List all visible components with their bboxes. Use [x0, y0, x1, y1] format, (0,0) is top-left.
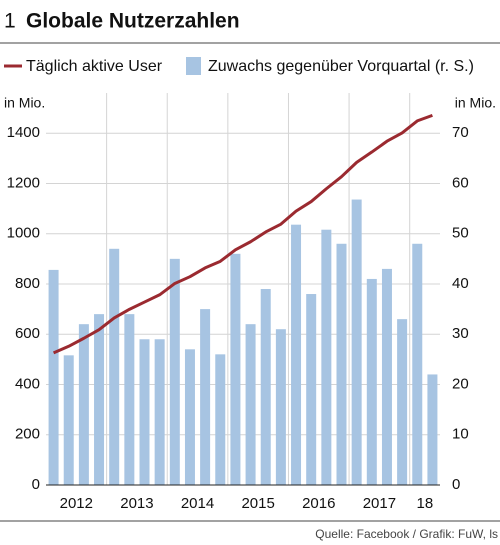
x-group-label: 2016	[302, 495, 335, 512]
y-tick-label: 200	[15, 426, 40, 443]
y2-tick-label: 30	[452, 325, 469, 342]
bar	[154, 339, 165, 485]
bar	[200, 309, 211, 485]
bar	[230, 253, 241, 485]
line	[52, 113, 433, 355]
bar	[94, 314, 105, 485]
bar	[124, 314, 135, 485]
x-group-label: 2012	[60, 495, 93, 512]
x-group-label: 2014	[181, 495, 214, 512]
bar	[291, 224, 302, 485]
legend-label: Täglich aktive User	[26, 58, 163, 75]
y-tick-label: 0	[32, 476, 40, 493]
bar	[169, 258, 180, 485]
y2-tick-label: 0	[452, 476, 460, 493]
y2-tick-label: 60	[452, 174, 469, 191]
y-tick-label: 600	[15, 325, 40, 342]
legend-label: Zuwachs gegenüber Vorquartal (r. S.)	[208, 58, 474, 75]
y-tick-label: 1200	[7, 174, 40, 191]
y-axis-label: in Mio.	[4, 95, 45, 111]
bar	[109, 248, 120, 485]
bar	[139, 339, 150, 485]
y-tick-label: 800	[15, 275, 40, 292]
bar	[321, 229, 332, 485]
bar	[427, 374, 438, 485]
bar	[48, 269, 59, 485]
y2-tick-label: 10	[452, 426, 469, 443]
bar	[275, 329, 286, 485]
bar	[397, 319, 408, 485]
y-tick-label: 1000	[7, 225, 40, 242]
chart-title: Globale Nutzerzahlen	[26, 10, 240, 33]
source: Quelle: Facebook / Grafik: FuW, ls	[315, 527, 498, 541]
y2-tick-label: 70	[452, 124, 469, 141]
y-tick-label: 400	[15, 375, 40, 392]
bar	[184, 349, 195, 485]
x-group-label: 2017	[363, 495, 396, 512]
chart-number: 1	[4, 10, 16, 33]
bar	[351, 199, 362, 486]
legend-swatch	[186, 57, 201, 75]
bar	[63, 355, 74, 485]
bar	[412, 243, 423, 485]
bar	[381, 268, 392, 485]
y-tick-label: 1400	[7, 124, 40, 141]
x-group-label: 2015	[241, 495, 274, 512]
bar	[78, 324, 89, 485]
y2-axis-label: in Mio.	[455, 95, 496, 111]
bar	[366, 278, 377, 485]
y2-tick-label: 50	[452, 225, 469, 242]
x-group-label: 2013	[120, 495, 153, 512]
y2-tick-label: 40	[452, 275, 469, 292]
bar	[215, 354, 226, 485]
bar	[336, 243, 347, 485]
x-group-label: 18	[417, 495, 434, 512]
bar	[260, 289, 271, 485]
bar	[245, 324, 256, 485]
bar	[306, 294, 317, 485]
y2-tick-label: 20	[452, 375, 469, 392]
